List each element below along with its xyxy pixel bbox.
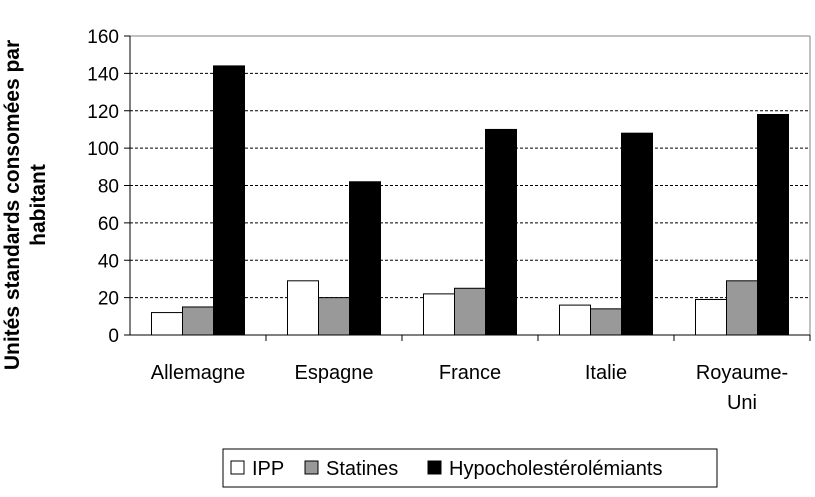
bar <box>590 308 622 336</box>
legend: IPP Statines Hypocholestérolémiants <box>222 448 718 488</box>
bar <box>287 280 319 336</box>
y-tick-label: 100 <box>87 139 119 160</box>
y-axis-label-line-1: Unités standards consomées par <box>1 40 24 370</box>
bar <box>621 132 653 336</box>
bar <box>454 287 486 336</box>
y-tick-label: 140 <box>87 64 119 85</box>
x-tick-label: Uni <box>727 392 757 414</box>
y-tick-label: 60 <box>98 214 119 235</box>
x-tick-label: France <box>439 362 501 384</box>
plot-area: 0 20 40 60 80 100 120 140 160 Allemagne Espagne Fra… <box>87 27 811 414</box>
y-tick-label: 160 <box>87 27 119 48</box>
bar <box>726 280 758 336</box>
bar <box>485 128 517 336</box>
legend-label: Statines <box>326 458 398 480</box>
x-tick-label: Royaume- <box>696 362 788 384</box>
legend-swatch <box>230 460 245 475</box>
legend-label: Hypocholestérolémiants <box>449 458 662 480</box>
y-axis-label-line-2: habitant <box>27 164 50 246</box>
y-tick-label: 40 <box>98 251 119 272</box>
bar <box>182 306 214 336</box>
bar <box>213 65 245 336</box>
bar <box>559 304 591 336</box>
bar <box>151 312 183 336</box>
legend-label: IPP <box>252 458 284 480</box>
bar <box>423 293 455 336</box>
legend-swatch <box>304 460 319 475</box>
bar <box>695 298 727 336</box>
bar <box>318 297 350 336</box>
x-tick-label: Allemagne <box>151 362 246 384</box>
y-tick-label: 0 <box>108 326 119 347</box>
bar <box>757 113 789 336</box>
x-tick-label: Italie <box>585 362 627 384</box>
y-tick-label: 120 <box>87 102 119 123</box>
y-tick-label: 20 <box>98 289 119 310</box>
y-tick-label: 80 <box>98 177 119 198</box>
legend-swatch <box>427 460 442 475</box>
x-tick-label: Espagne <box>295 362 374 384</box>
bar <box>349 181 381 336</box>
